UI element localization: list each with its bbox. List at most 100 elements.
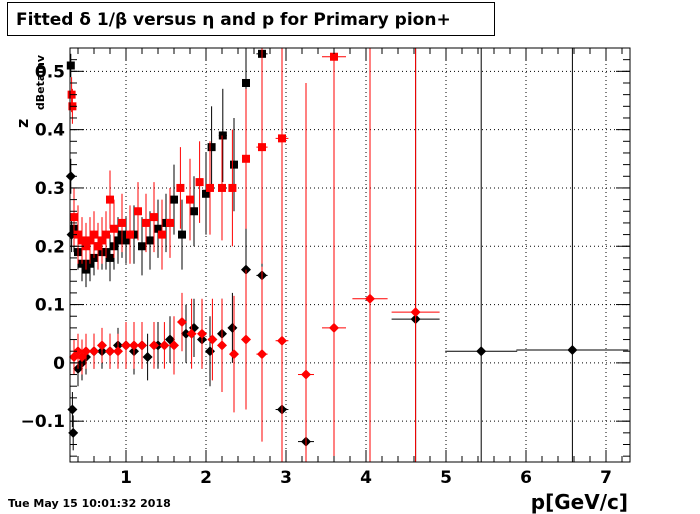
x-axis-title: p[GeV/c] [531, 490, 628, 514]
data-point-diamond [205, 346, 215, 357]
data-point-square [186, 195, 194, 204]
data-point-square [122, 236, 130, 245]
data-point-square [66, 61, 75, 70]
y-tick-label: −0.1 [21, 412, 65, 432]
data-point-diamond [476, 346, 487, 357]
data-point-diamond [229, 349, 239, 360]
data-point-diamond [567, 345, 578, 356]
data-point-square [242, 78, 250, 87]
x-tick-label: 3 [280, 468, 292, 488]
data-point-diamond [207, 334, 218, 345]
data-point-square [78, 236, 86, 245]
x-tick-label: 5 [440, 468, 452, 488]
data-point-diamond [181, 328, 191, 339]
data-point-square [178, 230, 186, 239]
y-tick-label: 0.4 [35, 121, 65, 141]
data-point-square [218, 183, 226, 192]
data-point-diamond [121, 340, 131, 351]
data-point-square [98, 236, 106, 245]
data-point-diamond [129, 340, 139, 351]
data-layer [65, 48, 629, 462]
y-tick-label: 0.3 [35, 179, 65, 199]
x-tick-label: 7 [600, 468, 612, 488]
data-point-diamond [227, 322, 238, 333]
data-point-square [134, 207, 142, 216]
data-point-diamond [257, 349, 267, 360]
chart-title: Fitted δ 1/β versus η and p for Primary … [16, 10, 451, 30]
data-point-diamond [241, 334, 251, 345]
data-point-diamond [329, 322, 339, 333]
data-point-square [258, 143, 266, 152]
data-point-square [86, 236, 94, 245]
data-point-diamond [81, 346, 91, 357]
data-point-square [158, 230, 166, 239]
data-point-square [150, 213, 158, 222]
y-tick-label: 0.5 [35, 62, 65, 82]
data-point-square [278, 134, 286, 143]
timestamp: Tue May 15 10:01:32 2018 [8, 497, 171, 510]
data-point-diamond [89, 346, 99, 357]
x-tick-label: 1 [120, 468, 132, 488]
series-0 [66, 48, 268, 288]
data-point-diamond [97, 340, 107, 351]
data-point-square [206, 183, 214, 192]
data-point-square [118, 218, 126, 227]
data-point-square [114, 236, 122, 245]
data-point-square [218, 131, 227, 140]
data-point-square [126, 230, 134, 239]
series-3 [69, 48, 440, 462]
data-point-square [154, 224, 162, 233]
data-point-square [242, 154, 250, 163]
data-point-diamond [142, 352, 153, 363]
data-point-square [146, 236, 154, 245]
data-point-diamond [197, 328, 207, 339]
data-point-square [74, 230, 82, 239]
data-point-diamond [159, 340, 170, 351]
data-point-diamond [277, 335, 287, 346]
y-tick-label: 0.1 [35, 296, 65, 316]
data-point-diamond [113, 346, 123, 357]
x-tick-label: 2 [200, 468, 212, 488]
data-point-square [195, 178, 204, 187]
data-point-square [90, 230, 98, 239]
data-point-square [228, 183, 237, 192]
data-point-square [106, 253, 114, 262]
data-point-diamond [186, 328, 197, 339]
data-point-square [138, 242, 146, 251]
data-point-diamond [105, 346, 115, 357]
data-point-square [230, 160, 238, 169]
y-axis-title: z dBetainv [13, 54, 47, 128]
data-point-square [176, 183, 185, 192]
y-tick-label: 0.2 [35, 237, 65, 257]
data-point-square [207, 143, 216, 152]
data-point-square [166, 218, 174, 227]
data-point-square [102, 230, 110, 239]
data-point-square [70, 213, 78, 222]
data-point-square [142, 218, 150, 227]
data-point-square [106, 195, 114, 204]
data-point-square [110, 224, 118, 233]
data-point-diamond [217, 340, 227, 351]
axes: 1 2 3 4 5 6 7 −0.1 0 0.1 0.2 0.3 0.4 0.5 [21, 48, 630, 488]
y-axis-title-sub: dBetainv [34, 54, 47, 110]
x-tick-label: 6 [520, 468, 532, 488]
grid [70, 48, 630, 462]
data-point-diamond [365, 293, 375, 304]
data-point-diamond [149, 340, 159, 351]
data-point-diamond [177, 317, 187, 328]
data-point-square [82, 242, 90, 251]
chart-title-box: Fitted δ 1/β versus η and p for Primary … [7, 2, 495, 36]
plot-frame [69, 47, 631, 463]
data-point-square [190, 207, 198, 216]
data-point-diamond [410, 307, 421, 318]
x-tick-label: 4 [360, 468, 372, 488]
data-point-diamond [301, 369, 311, 380]
data-point-diamond [137, 340, 147, 351]
data-point-diamond [169, 340, 179, 351]
y-axis-title-group: z dBetainv [13, 54, 47, 128]
data-point-square [202, 189, 210, 198]
y-tick-label: 0 [53, 354, 65, 374]
data-point-square [170, 195, 178, 204]
data-point-square [94, 242, 102, 251]
